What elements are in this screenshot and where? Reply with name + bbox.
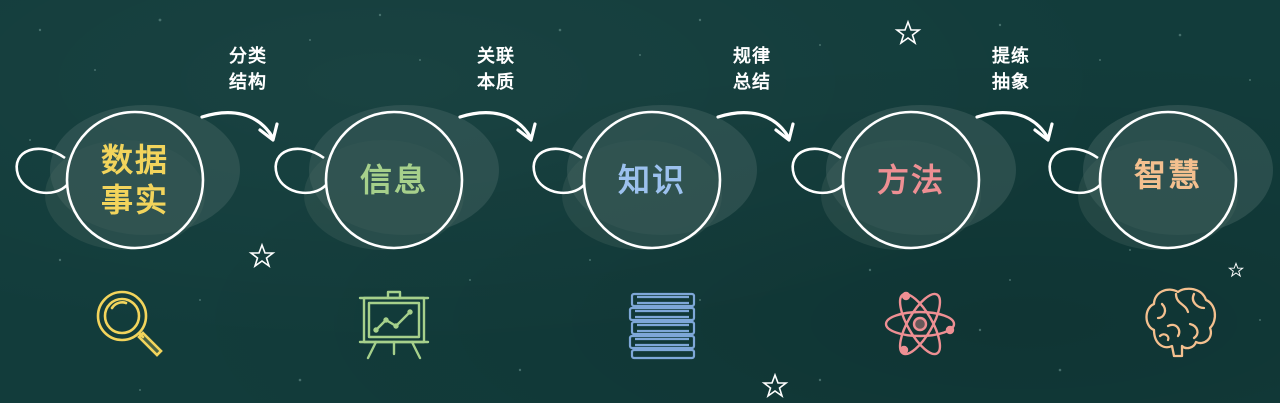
arrow-icon	[458, 111, 537, 142]
chalk-speckles	[29, 13, 1261, 391]
stage-label-4: 方法	[841, 160, 981, 200]
stage-bubble-1	[15, 105, 240, 250]
stage-bubbles	[15, 105, 1273, 250]
stage-label-5: 智慧	[1098, 155, 1238, 195]
transition-label-4: 提练 抽象	[971, 44, 1051, 96]
stage-bubble-4	[791, 105, 1016, 250]
transition-label-line: 抽象	[992, 72, 1030, 93]
stage-label-line: 知识	[617, 161, 686, 199]
stage-label-1: 数据 事实	[65, 140, 205, 220]
star-decorations	[248, 19, 1245, 399]
stage-label-line: 信息	[359, 161, 428, 199]
stage-bubble-2	[274, 105, 499, 250]
stage-bubble-5	[1048, 105, 1273, 250]
presentation-board-icon	[358, 290, 430, 360]
transition-arrows	[200, 111, 1054, 142]
atom-icon	[884, 291, 956, 356]
stage-label-line: 数据	[100, 141, 169, 179]
transition-label-line: 分类	[229, 46, 267, 67]
transition-label-line: 提练	[992, 46, 1030, 67]
stage-label-line: 事实	[100, 181, 169, 219]
brain-icon	[1145, 287, 1217, 358]
arrow-icon	[975, 111, 1054, 142]
stage-label-3: 知识	[582, 160, 722, 200]
star-icon	[248, 242, 276, 269]
book-stack-icon	[628, 292, 696, 360]
transition-label-line: 规律	[733, 46, 771, 67]
arrow-icon	[200, 111, 279, 142]
star-icon	[1227, 262, 1245, 278]
transition-label-3: 规律 总结	[712, 44, 792, 96]
transition-label-2: 关联 本质	[456, 44, 536, 96]
stage-label-2: 信息	[324, 160, 464, 200]
star-icon	[894, 19, 922, 46]
transition-label-line: 总结	[733, 72, 771, 93]
magnifier-icon	[96, 290, 163, 357]
stage-bubble-3	[532, 105, 757, 250]
transition-label-line: 结构	[229, 72, 267, 93]
star-icon	[761, 372, 789, 399]
stage-label-line: 智慧	[1133, 156, 1202, 194]
stage-label-line: 方法	[876, 161, 945, 199]
transition-label-line: 关联	[477, 46, 515, 67]
arrow-icon	[716, 111, 795, 142]
transition-label-line: 本质	[477, 72, 515, 93]
transition-label-1: 分类 结构	[208, 44, 288, 96]
